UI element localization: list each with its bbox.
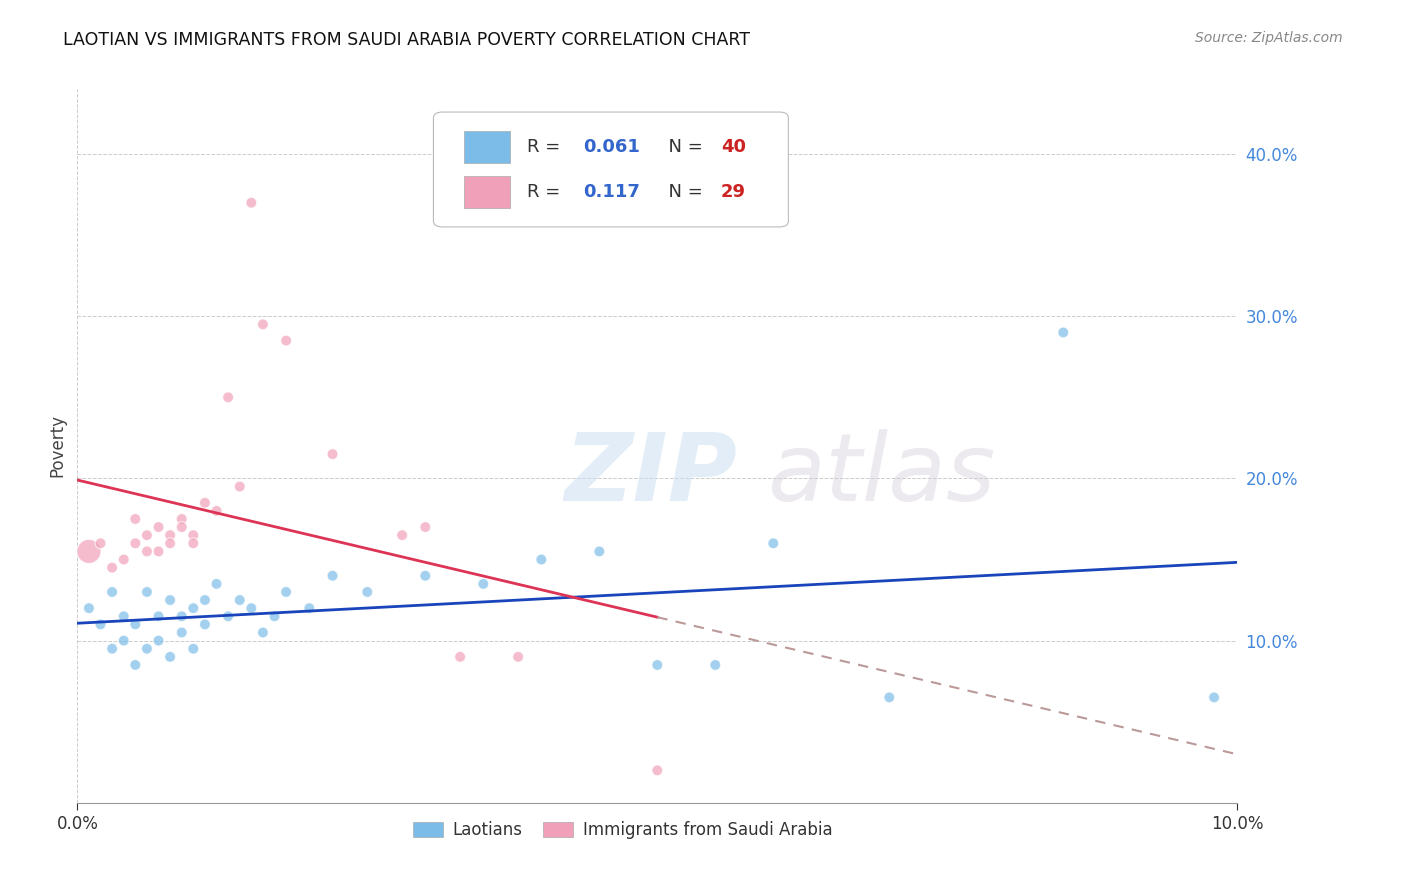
Point xyxy=(112,552,135,566)
Point xyxy=(1052,326,1074,340)
Point xyxy=(183,641,205,656)
Point xyxy=(159,593,181,607)
Point xyxy=(90,536,111,550)
Point xyxy=(356,585,378,599)
Point xyxy=(647,764,669,778)
Point xyxy=(205,504,228,518)
Point xyxy=(321,447,344,461)
Point xyxy=(877,690,901,705)
Point xyxy=(101,641,124,656)
Text: N =: N = xyxy=(658,137,709,156)
Point xyxy=(124,536,146,550)
Point xyxy=(506,649,529,664)
Point xyxy=(183,601,205,615)
Point xyxy=(472,577,495,591)
Point xyxy=(263,609,285,624)
Legend: Laotians, Immigrants from Saudi Arabia: Laotians, Immigrants from Saudi Arabia xyxy=(406,814,839,846)
Point xyxy=(136,544,159,558)
Point xyxy=(321,568,344,582)
Point xyxy=(194,593,217,607)
Point xyxy=(449,649,471,664)
Text: LAOTIAN VS IMMIGRANTS FROM SAUDI ARABIA POVERTY CORRELATION CHART: LAOTIAN VS IMMIGRANTS FROM SAUDI ARABIA … xyxy=(63,31,751,49)
Point xyxy=(170,520,193,534)
Text: 0.117: 0.117 xyxy=(583,183,640,202)
FancyBboxPatch shape xyxy=(464,130,510,162)
Point xyxy=(170,512,193,526)
Point xyxy=(588,544,610,558)
Point xyxy=(170,609,193,624)
Point xyxy=(148,520,170,534)
Point xyxy=(183,536,205,550)
FancyBboxPatch shape xyxy=(433,112,789,227)
Point xyxy=(124,657,146,672)
Point xyxy=(101,585,124,599)
Text: Source: ZipAtlas.com: Source: ZipAtlas.com xyxy=(1195,31,1343,45)
Point xyxy=(274,585,298,599)
Point xyxy=(1202,690,1225,705)
Point xyxy=(298,601,321,615)
Text: R =: R = xyxy=(527,183,567,202)
Point xyxy=(217,390,239,404)
Point xyxy=(647,657,669,672)
Point xyxy=(240,195,263,210)
Point xyxy=(124,617,146,632)
Point xyxy=(252,625,274,640)
Point xyxy=(77,544,100,558)
Point xyxy=(148,633,170,648)
Point xyxy=(205,577,228,591)
Point xyxy=(194,496,217,510)
Point xyxy=(90,617,111,632)
Point xyxy=(228,479,252,493)
FancyBboxPatch shape xyxy=(464,177,510,209)
Point xyxy=(170,625,193,640)
Text: 0.061: 0.061 xyxy=(583,137,640,156)
Point xyxy=(136,641,159,656)
Point xyxy=(704,657,727,672)
Point xyxy=(413,520,436,534)
Point xyxy=(101,560,124,574)
Text: N =: N = xyxy=(658,183,709,202)
Point xyxy=(252,318,274,332)
Point xyxy=(183,528,205,542)
Point xyxy=(194,617,217,632)
Point xyxy=(391,528,413,542)
Point xyxy=(124,512,146,526)
Point xyxy=(217,609,239,624)
Text: 40: 40 xyxy=(721,137,747,156)
Point xyxy=(159,649,181,664)
Point xyxy=(159,536,181,550)
Point xyxy=(136,528,159,542)
Y-axis label: Poverty: Poverty xyxy=(48,415,66,477)
Point xyxy=(413,568,436,582)
Point xyxy=(77,601,100,615)
Text: ZIP: ZIP xyxy=(565,428,737,521)
Point xyxy=(240,601,263,615)
Point xyxy=(530,552,553,566)
Point xyxy=(112,609,135,624)
Text: 29: 29 xyxy=(721,183,747,202)
Point xyxy=(274,334,298,348)
Point xyxy=(762,536,785,550)
Point xyxy=(148,609,170,624)
Point xyxy=(148,544,170,558)
Point xyxy=(136,585,159,599)
Text: atlas: atlas xyxy=(768,429,995,520)
Text: R =: R = xyxy=(527,137,567,156)
Point xyxy=(159,528,181,542)
Point xyxy=(228,593,252,607)
Point xyxy=(112,633,135,648)
